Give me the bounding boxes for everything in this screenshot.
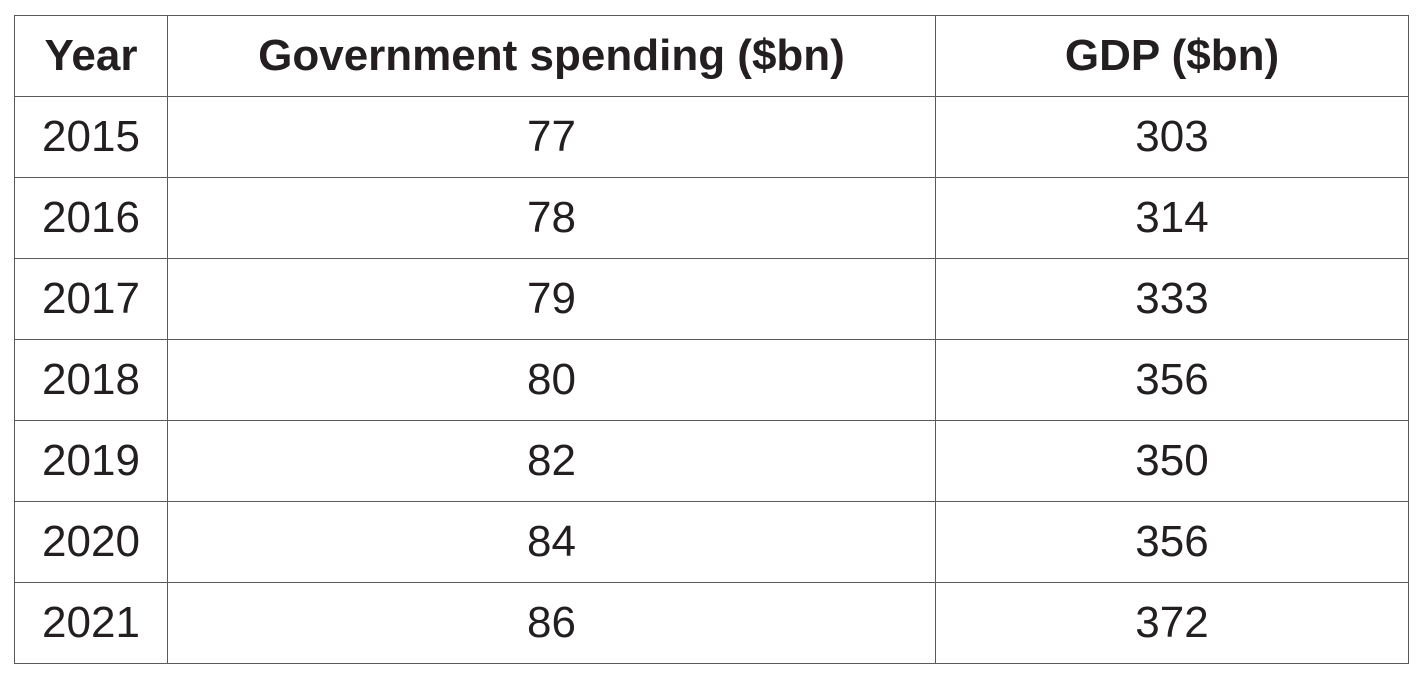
table-row: 2015 77 303 [14, 96, 1409, 178]
value-cell: 79 [167, 258, 936, 340]
table-row: 2017 79 333 [14, 258, 1409, 340]
table-container: Year Government spending ($bn) GDP ($bn) 2… [14, 15, 1409, 664]
header-cell: Year [14, 15, 168, 97]
value-cell: 350 [935, 420, 1409, 502]
header-cell: Government spending ($bn) [167, 15, 936, 97]
value-cell: 82 [167, 420, 936, 502]
table-row: 2016 78 314 [14, 177, 1409, 259]
header-cell: GDP ($bn) [935, 15, 1409, 97]
value-cell: 78 [167, 177, 936, 259]
table-row: 2018 80 356 [14, 339, 1409, 421]
value-cell: 84 [167, 501, 936, 583]
year-cell: 2018 [14, 339, 168, 421]
year-cell: 2015 [14, 96, 168, 178]
value-cell: 372 [935, 582, 1409, 664]
value-cell: 333 [935, 258, 1409, 340]
year-cell: 2021 [14, 582, 168, 664]
value-cell: 303 [935, 96, 1409, 178]
value-cell: 86 [167, 582, 936, 664]
value-cell: 77 [167, 96, 936, 178]
year-cell: 2017 [14, 258, 168, 340]
year-cell: 2019 [14, 420, 168, 502]
year-cell: 2016 [14, 177, 168, 259]
value-cell: 356 [935, 339, 1409, 421]
data-table: Year Government spending ($bn) GDP ($bn) 2… [14, 15, 1409, 664]
value-cell: 356 [935, 501, 1409, 583]
value-cell: 80 [167, 339, 936, 421]
year-cell: 2020 [14, 501, 168, 583]
table-row: 2021 86 372 [14, 582, 1409, 664]
table-row: 2019 82 350 [14, 420, 1409, 502]
value-cell: 314 [935, 177, 1409, 259]
table-row: 2020 84 356 [14, 501, 1409, 583]
header-row: Year Government spending ($bn) GDP ($bn) [14, 15, 1409, 97]
